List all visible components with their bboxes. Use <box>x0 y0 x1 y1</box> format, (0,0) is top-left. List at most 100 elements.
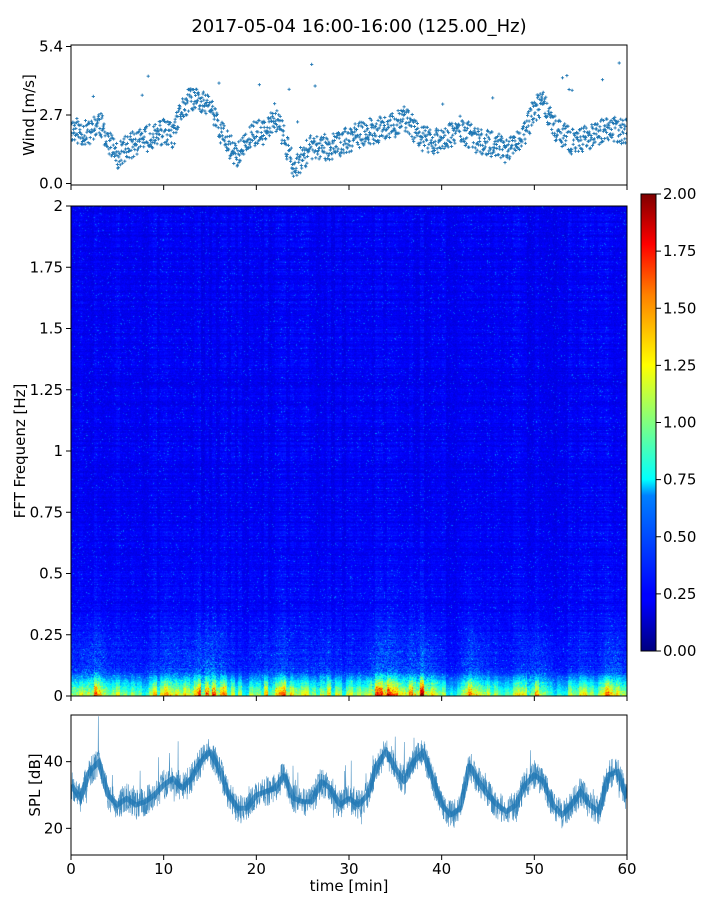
wind-point <box>421 135 425 139</box>
wind-point <box>582 130 586 134</box>
wind-point <box>363 139 367 143</box>
wind-point <box>325 137 329 141</box>
wind-point <box>273 112 277 116</box>
wind-point <box>548 105 552 109</box>
wind-point <box>620 138 624 142</box>
wind-point <box>185 113 189 117</box>
colorbar-tick-label: 2.00 <box>663 185 696 203</box>
wind-point <box>360 141 364 145</box>
x-tick-label: 20 <box>247 860 266 878</box>
wind-point <box>449 140 453 145</box>
wind-point <box>354 136 358 140</box>
colorbar-tick-label: 1.50 <box>663 299 696 317</box>
wind-point <box>129 148 133 152</box>
wind-point <box>291 167 295 171</box>
spl-series <box>71 716 627 829</box>
wind-point <box>212 114 217 118</box>
wind-point <box>523 137 527 141</box>
wind-point <box>119 149 123 153</box>
wind-point <box>605 131 609 135</box>
wind-point <box>510 143 514 147</box>
wind-point <box>603 137 607 141</box>
wind-point <box>93 118 97 122</box>
wind-point <box>235 163 240 167</box>
wind-point <box>342 151 346 155</box>
wind-point <box>262 125 266 129</box>
wind-point <box>104 140 108 144</box>
wind-point <box>625 124 627 128</box>
wind-point <box>352 137 356 141</box>
wind-point <box>157 129 161 133</box>
spl-y-tick-label: 20 <box>44 819 63 837</box>
wind-point <box>300 166 304 170</box>
wind-point <box>604 124 608 128</box>
wind-point <box>134 143 138 147</box>
wind-point <box>72 131 76 135</box>
wind-point <box>145 124 149 128</box>
wind-point <box>379 116 383 120</box>
wind-point <box>116 166 121 170</box>
wind-point <box>377 126 381 130</box>
wind-point <box>491 96 495 100</box>
wind-point <box>445 129 450 133</box>
wind-point <box>573 133 577 137</box>
wind-point <box>533 111 537 115</box>
wind-point <box>485 153 489 157</box>
wind-point <box>256 130 260 134</box>
wind-point <box>458 134 463 138</box>
wind-point <box>374 122 378 126</box>
wind-point <box>222 124 226 128</box>
wind-point <box>595 122 599 126</box>
wind-point <box>274 123 279 127</box>
wind-point <box>609 127 613 131</box>
wind-point <box>529 114 533 118</box>
wind-point <box>332 147 336 151</box>
wind-point <box>247 137 251 141</box>
wind-point <box>500 136 504 140</box>
wind-point <box>248 140 252 144</box>
wind-point <box>601 129 605 133</box>
wind-point <box>554 138 559 142</box>
wind-point <box>480 151 484 155</box>
wind-point <box>539 99 543 103</box>
wind-point <box>483 145 487 149</box>
wind-point <box>429 138 433 142</box>
wind-point <box>304 165 308 169</box>
wind-point <box>241 136 245 140</box>
wind-point <box>83 134 87 138</box>
wind-point <box>302 146 306 150</box>
wind-point <box>478 139 482 144</box>
wind-point <box>217 81 221 85</box>
wind-point <box>425 125 429 129</box>
wind-point <box>411 120 415 124</box>
wind-point <box>392 123 396 127</box>
wind-point <box>165 138 169 142</box>
wind-point <box>267 134 271 138</box>
wind-point <box>311 148 315 152</box>
wind-point <box>298 171 302 175</box>
wind-point <box>184 97 188 101</box>
wind-point <box>599 119 603 123</box>
wind-point <box>263 120 267 125</box>
wind-point <box>113 152 117 156</box>
wind-point <box>465 136 469 140</box>
wind-point <box>110 133 114 137</box>
wind-point <box>313 84 317 88</box>
wind-point <box>251 124 256 128</box>
wind-point <box>475 148 479 152</box>
wind-point <box>85 130 89 134</box>
wind-y-axis-label: Wind [m/s] <box>20 74 38 156</box>
wind-point <box>99 112 103 116</box>
wind-point <box>497 153 501 157</box>
spectrogram-x-ticks <box>70 696 628 701</box>
wind-point <box>235 157 239 161</box>
wind-y-tick-label: 0.0 <box>39 175 63 193</box>
wind-point <box>592 137 596 141</box>
wind-point <box>129 131 133 135</box>
wind-point <box>112 154 116 158</box>
wind-point <box>607 126 611 130</box>
wind-point <box>605 117 609 121</box>
wind-point <box>100 114 105 118</box>
wind-point <box>426 150 430 154</box>
wind-point <box>118 163 122 167</box>
